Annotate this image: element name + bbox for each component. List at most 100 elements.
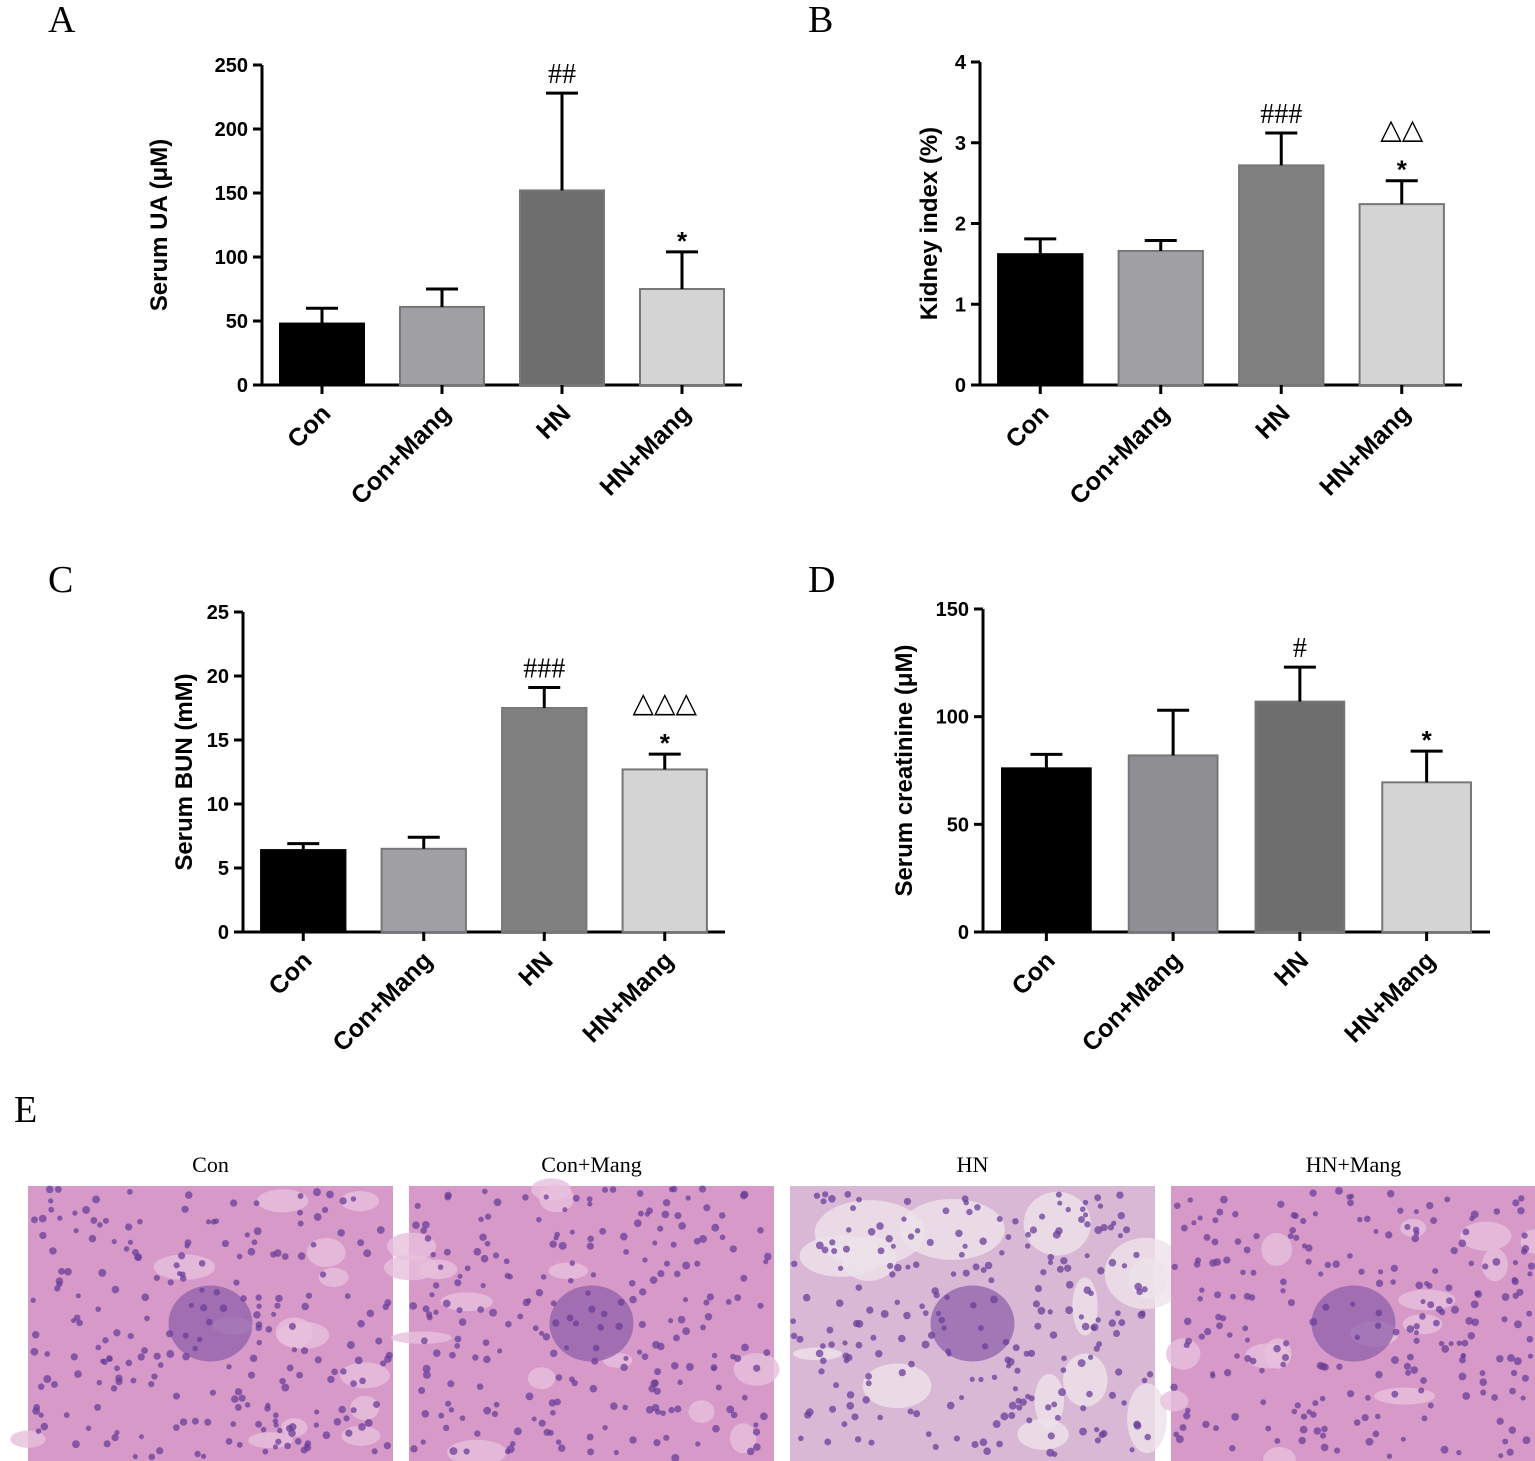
nucleus (1047, 1432, 1055, 1440)
nucleus (1249, 1357, 1257, 1365)
nucleus (449, 1447, 458, 1456)
nucleus (991, 1374, 998, 1381)
nucleus (314, 1409, 320, 1415)
nucleus (921, 1340, 930, 1349)
nucleus (706, 1293, 715, 1301)
nucleus (1363, 1215, 1371, 1223)
nucleus (1319, 1395, 1326, 1402)
error-bar (648, 752, 681, 770)
nucleus (1450, 1246, 1458, 1255)
nucleus (442, 1424, 450, 1432)
nucleus (670, 1241, 677, 1248)
nucleus (1185, 1407, 1191, 1414)
nucleus (875, 1350, 883, 1358)
nucleus (695, 1441, 701, 1447)
nucleus (1354, 1334, 1360, 1340)
nucleus (542, 1333, 551, 1341)
y-tick-label: 10 (207, 794, 229, 816)
nucleus (48, 1198, 54, 1204)
nucleus (276, 1427, 283, 1434)
nucleus (132, 1454, 138, 1460)
y-tick-label: 100 (215, 247, 248, 269)
nucleus (525, 1392, 534, 1401)
nucleus (1134, 1282, 1143, 1291)
nucleus (327, 1375, 335, 1384)
nucleus (907, 1233, 915, 1240)
nucleus (113, 1329, 121, 1337)
nucleus (221, 1239, 230, 1248)
nucleus (798, 1435, 804, 1442)
nucleus (674, 1212, 682, 1220)
nucleus (1444, 1196, 1451, 1203)
nucleus (790, 1332, 798, 1340)
nucleus (1253, 1232, 1260, 1240)
nucleus (673, 1334, 680, 1342)
nucleus (167, 1279, 174, 1286)
nucleus (1002, 1338, 1010, 1346)
y-tick-label: 250 (215, 55, 248, 77)
nucleus (988, 1277, 995, 1284)
nucleus (1216, 1322, 1223, 1330)
nucleus (73, 1228, 79, 1234)
nucleus (64, 1267, 72, 1276)
nucleus (981, 1343, 989, 1350)
nucleus (1084, 1253, 1090, 1259)
nucleus (262, 1448, 269, 1455)
nucleus (286, 1364, 294, 1372)
nucleus (908, 1360, 915, 1368)
nucleus (1079, 1206, 1086, 1213)
nucleus (698, 1185, 707, 1193)
nucleus (837, 1265, 844, 1271)
nucleus (483, 1355, 491, 1364)
nucleus (653, 1387, 661, 1395)
nucleus (1281, 1353, 1290, 1362)
nucleus (979, 1438, 988, 1447)
nucleus (653, 1439, 661, 1447)
nucleus (569, 1376, 575, 1383)
nucleus (115, 1377, 123, 1386)
nucleus (854, 1436, 862, 1443)
nucleus (1019, 1398, 1027, 1406)
nucleus (1141, 1377, 1148, 1384)
nucleus (1309, 1318, 1318, 1326)
nucleus (958, 1251, 965, 1258)
lumen (527, 1367, 556, 1390)
nucleus (1078, 1216, 1085, 1224)
nucleus (1028, 1395, 1035, 1402)
nucleus (1521, 1374, 1529, 1382)
nucleus (539, 1330, 545, 1336)
nucleus (532, 1325, 539, 1332)
nucleus (1479, 1370, 1486, 1376)
nucleus (184, 1243, 190, 1249)
nucleus (802, 1293, 811, 1302)
nucleus (629, 1295, 637, 1304)
nucleus (454, 1335, 462, 1343)
nucleus (992, 1420, 1001, 1429)
nucleus (566, 1314, 574, 1322)
nucleus (1313, 1427, 1322, 1435)
nucleus (868, 1439, 875, 1446)
nucleus (1234, 1353, 1240, 1359)
nucleus (513, 1427, 522, 1436)
glomerulus (549, 1285, 634, 1362)
nucleus (1240, 1269, 1246, 1276)
nucleus (179, 1418, 188, 1426)
nucleus (1300, 1217, 1307, 1225)
nucleus (1386, 1189, 1395, 1198)
nucleus (458, 1318, 467, 1326)
nucleus (1094, 1194, 1102, 1202)
nucleus (971, 1440, 979, 1449)
nucleus (1498, 1453, 1504, 1459)
nucleus (1039, 1213, 1046, 1220)
nucleus (1213, 1425, 1220, 1432)
nucleus (366, 1309, 375, 1318)
nucleus (1510, 1369, 1518, 1377)
nucleus (1180, 1224, 1188, 1232)
nucleus (619, 1232, 628, 1241)
nucleus (281, 1383, 290, 1392)
nucleus (796, 1335, 804, 1343)
nucleus (482, 1188, 488, 1195)
nucleus (851, 1413, 859, 1421)
panel-label: A (48, 0, 76, 41)
nucleus (102, 1337, 109, 1344)
